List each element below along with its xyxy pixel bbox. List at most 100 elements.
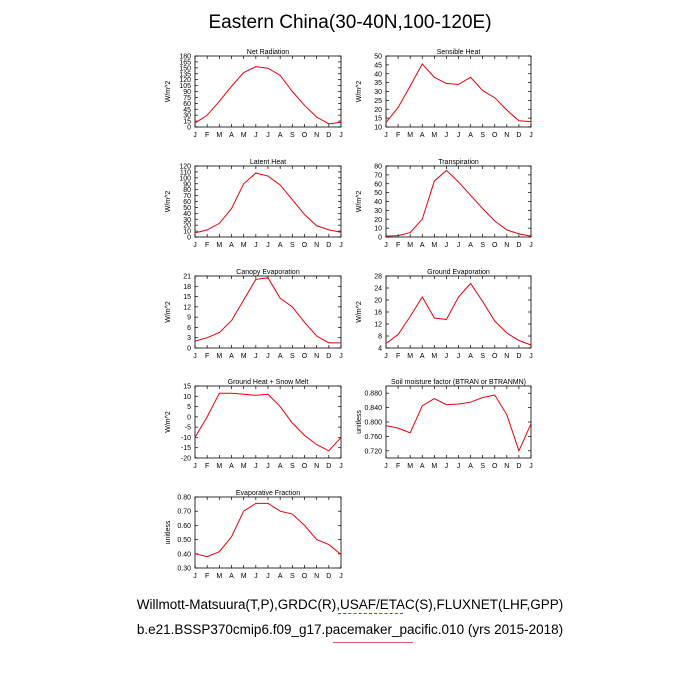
x-tick-label: J xyxy=(339,463,343,470)
data-point xyxy=(304,105,305,106)
x-tick-label: M xyxy=(216,463,222,470)
y-axis-label: W/m^2 xyxy=(165,301,172,323)
data-point xyxy=(494,220,495,221)
x-tick-label: A xyxy=(420,353,425,360)
data-point xyxy=(243,299,244,300)
series-line xyxy=(385,169,532,237)
data-point xyxy=(530,423,531,424)
data-point xyxy=(194,553,195,554)
data-point xyxy=(194,232,195,233)
y-tick-label: 70 xyxy=(374,172,382,179)
series-line xyxy=(385,63,532,123)
data-point xyxy=(470,402,471,403)
data-point xyxy=(397,334,398,335)
series-line xyxy=(385,394,532,453)
y-tick-label: 90 xyxy=(183,181,191,188)
x-tick-label: A xyxy=(420,242,425,249)
y-tick-label: 0.40 xyxy=(177,551,191,558)
x-tick-label: J xyxy=(529,242,533,249)
data-point xyxy=(219,332,220,333)
data-point xyxy=(530,121,531,122)
data-point xyxy=(219,551,220,552)
x-tick-label: J xyxy=(254,132,258,139)
x-tick-label: F xyxy=(396,132,400,139)
x-tick-label: D xyxy=(516,463,521,470)
x-tick-label: N xyxy=(504,132,509,139)
y-tick-label: 18 xyxy=(183,284,191,291)
y-tick-label: -15 xyxy=(181,445,191,452)
x-tick-label: J xyxy=(445,132,449,139)
x-tick-label: A xyxy=(468,353,473,360)
y-tick-label: 15 xyxy=(183,119,191,126)
y-tick-label: 0 xyxy=(187,235,191,242)
x-tick-label: D xyxy=(326,573,331,580)
plot-frame xyxy=(194,55,342,128)
x-tick-label: S xyxy=(480,242,485,249)
x-tick-label: J xyxy=(384,353,388,360)
y-tick-label: 0.800 xyxy=(364,420,382,427)
data-point xyxy=(231,320,232,321)
y-tick-label: 0.30 xyxy=(177,566,191,573)
x-tick-label: J xyxy=(339,353,343,360)
data-point xyxy=(518,340,519,341)
data-point xyxy=(243,394,244,395)
y-tick-label: 20 xyxy=(374,298,382,305)
y-tick-label: 120 xyxy=(179,164,191,171)
data-point xyxy=(267,503,268,504)
data-point xyxy=(255,279,256,280)
y-tick-label: -5 xyxy=(185,425,191,432)
y-tick-label: 10 xyxy=(183,394,191,401)
data-point xyxy=(267,394,268,395)
y-tick-label: 40 xyxy=(374,199,382,206)
panel-soil-moisture-factor-btran-or-btranmn: Soil moisture factor (BTRAN or BTRANMN) 0… xyxy=(356,379,533,470)
y-tick-label: 15 xyxy=(374,116,382,123)
data-point xyxy=(231,86,232,87)
x-tick-label: D xyxy=(326,242,331,249)
x-tick-label: D xyxy=(326,463,331,470)
y-tick-label: 110 xyxy=(180,169,191,176)
data-point xyxy=(506,110,507,111)
x-tick-label: F xyxy=(396,463,400,470)
x-tick-label: J xyxy=(266,242,270,249)
panel-title: Evaporative Fraction xyxy=(236,490,300,497)
data-point xyxy=(219,101,220,102)
x-tick-label: N xyxy=(504,353,509,360)
y-tick-label: 20 xyxy=(183,223,191,230)
data-point xyxy=(410,86,411,87)
footer-case-name: b.e21.BSSP370cmip6.f09_g17.pacemaker_pac… xyxy=(136,622,564,637)
x-tick-label: F xyxy=(205,353,209,360)
y-tick-label: 50 xyxy=(374,54,382,61)
y-axis-label: W/m^2 xyxy=(165,81,172,103)
panel-net-radiation: Net Radiation 015304560759010512013515016… xyxy=(165,49,343,139)
footer-solid-underline xyxy=(333,642,413,643)
data-point xyxy=(446,319,447,320)
panel-title: Canopy Evaporation xyxy=(236,269,300,276)
series-line xyxy=(194,172,342,234)
x-tick-label: J xyxy=(529,132,533,139)
y-tick-label: 30 xyxy=(183,113,191,120)
x-tick-label: A xyxy=(420,463,425,470)
x-tick-label: M xyxy=(407,242,413,249)
x-tick-label: J xyxy=(193,132,197,139)
y-tick-label: 135 xyxy=(179,71,191,78)
x-tick-label: M xyxy=(241,353,247,360)
x-tick-label: O xyxy=(492,132,498,139)
data-point xyxy=(506,414,507,415)
data-point xyxy=(422,296,423,297)
data-point xyxy=(280,75,281,76)
x-tick-label: F xyxy=(205,132,209,139)
x-tick-label: M xyxy=(216,573,222,580)
x-tick-label: A xyxy=(229,353,234,360)
data-point xyxy=(397,107,398,108)
data-point xyxy=(304,525,305,526)
data-point xyxy=(434,180,435,181)
x-tick-label: J xyxy=(266,353,270,360)
data-point xyxy=(328,450,329,451)
data-point xyxy=(328,229,329,230)
data-point xyxy=(397,428,398,429)
x-tick-label: O xyxy=(492,242,498,249)
data-point xyxy=(446,83,447,84)
data-point xyxy=(434,77,435,78)
